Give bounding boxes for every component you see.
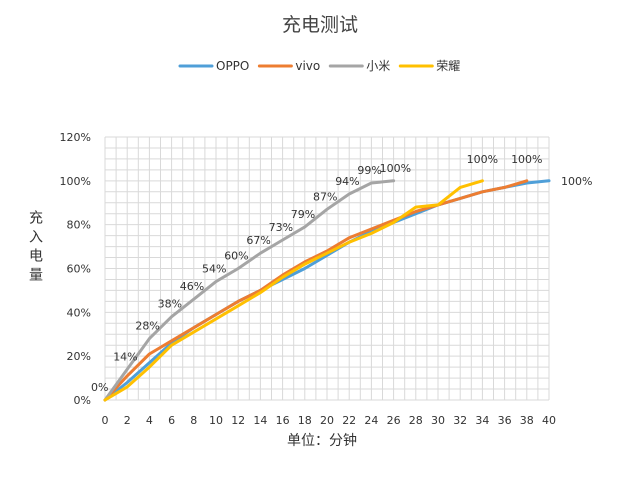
x-tick-label: 10 [209, 414, 223, 427]
data-label: 100% [380, 162, 411, 175]
x-tick-label: 0 [102, 414, 109, 427]
x-tick-label: 38 [520, 414, 534, 427]
x-tick-label: 2 [124, 414, 131, 427]
data-label: 14% [113, 350, 137, 363]
end-label-荣耀: 100% [467, 153, 498, 166]
x-tick-label: 32 [453, 414, 467, 427]
data-label: 60% [224, 250, 248, 263]
legend-label: OPPO [216, 59, 249, 73]
y-tick-label: 0% [74, 394, 91, 407]
legend-label: vivo [295, 59, 320, 73]
data-label: 94% [335, 175, 359, 188]
legend-label: 小米 [366, 59, 390, 73]
legend-item-小米: 小米 [328, 59, 390, 73]
x-tick-label: 6 [168, 414, 175, 427]
legend: OPPO vivo 小米 荣耀 [178, 59, 460, 73]
series-line-vivo [103, 179, 529, 402]
data-label: 67% [246, 234, 270, 247]
series-line-荣耀 [103, 179, 484, 402]
x-tick-label: 40 [542, 414, 556, 427]
y-axis-ticks: 0% 20% 40% 60% 80% 100% 120% [60, 131, 91, 407]
end-label-vivo: 100% [511, 153, 542, 166]
x-axis-label: 单位：分钟 [287, 432, 357, 449]
x-tick-label: 30 [431, 414, 445, 427]
legend-label: 荣耀 [436, 59, 460, 73]
x-tick-label: 26 [387, 414, 401, 427]
y-tick-label: 20% [67, 350, 91, 363]
x-tick-label: 4 [146, 414, 153, 427]
data-labels: 0%14%28%38%46%54%60%67%73%79%87%94%99%10… [91, 153, 592, 394]
x-tick-label: 16 [276, 414, 290, 427]
series-line-小米 [103, 179, 396, 402]
y-tick-label: 120% [60, 131, 91, 144]
y-axis-label-char: 入 [29, 230, 43, 246]
data-label: 73% [269, 221, 293, 234]
data-label: 0% [91, 381, 108, 394]
y-tick-label: 40% [67, 306, 91, 319]
y-axis-label-char: 充 [29, 211, 43, 227]
x-tick-label: 20 [320, 414, 334, 427]
data-label: 99% [357, 164, 381, 177]
y-axis-label-char: 电 [29, 249, 43, 265]
y-tick-label: 80% [67, 219, 91, 232]
grid [104, 136, 550, 401]
end-label-OPPO: 100% [561, 175, 592, 188]
data-label: 54% [202, 263, 226, 276]
x-tick-label: 28 [409, 414, 423, 427]
chart-title: 充电测试 [282, 14, 358, 36]
data-label: 28% [135, 320, 159, 333]
x-tick-label: 22 [342, 414, 356, 427]
legend-item-vivo: vivo [257, 59, 320, 73]
x-axis-ticks: 0 2 4 6 8 10 12 14 16 18 20 22 24 26 28 30 32 34 36 38 40 [102, 414, 557, 427]
x-tick-label: 24 [364, 414, 378, 427]
y-tick-label: 60% [67, 263, 91, 276]
x-tick-label: 12 [231, 414, 245, 427]
y-axis-label-char: 量 [29, 268, 43, 284]
x-tick-label: 8 [190, 414, 197, 427]
data-label: 46% [180, 280, 204, 293]
x-tick-label: 34 [475, 414, 489, 427]
x-tick-label: 36 [498, 414, 512, 427]
legend-item-荣耀: 荣耀 [398, 59, 460, 73]
series-lines [103, 179, 551, 402]
y-tick-label: 100% [60, 175, 91, 188]
x-tick-label: 18 [298, 414, 312, 427]
data-label: 38% [158, 298, 182, 311]
x-tick-label: 14 [253, 414, 267, 427]
data-label: 79% [291, 208, 315, 221]
legend-item-OPPO: OPPO [178, 59, 249, 73]
data-label: 87% [313, 190, 337, 203]
